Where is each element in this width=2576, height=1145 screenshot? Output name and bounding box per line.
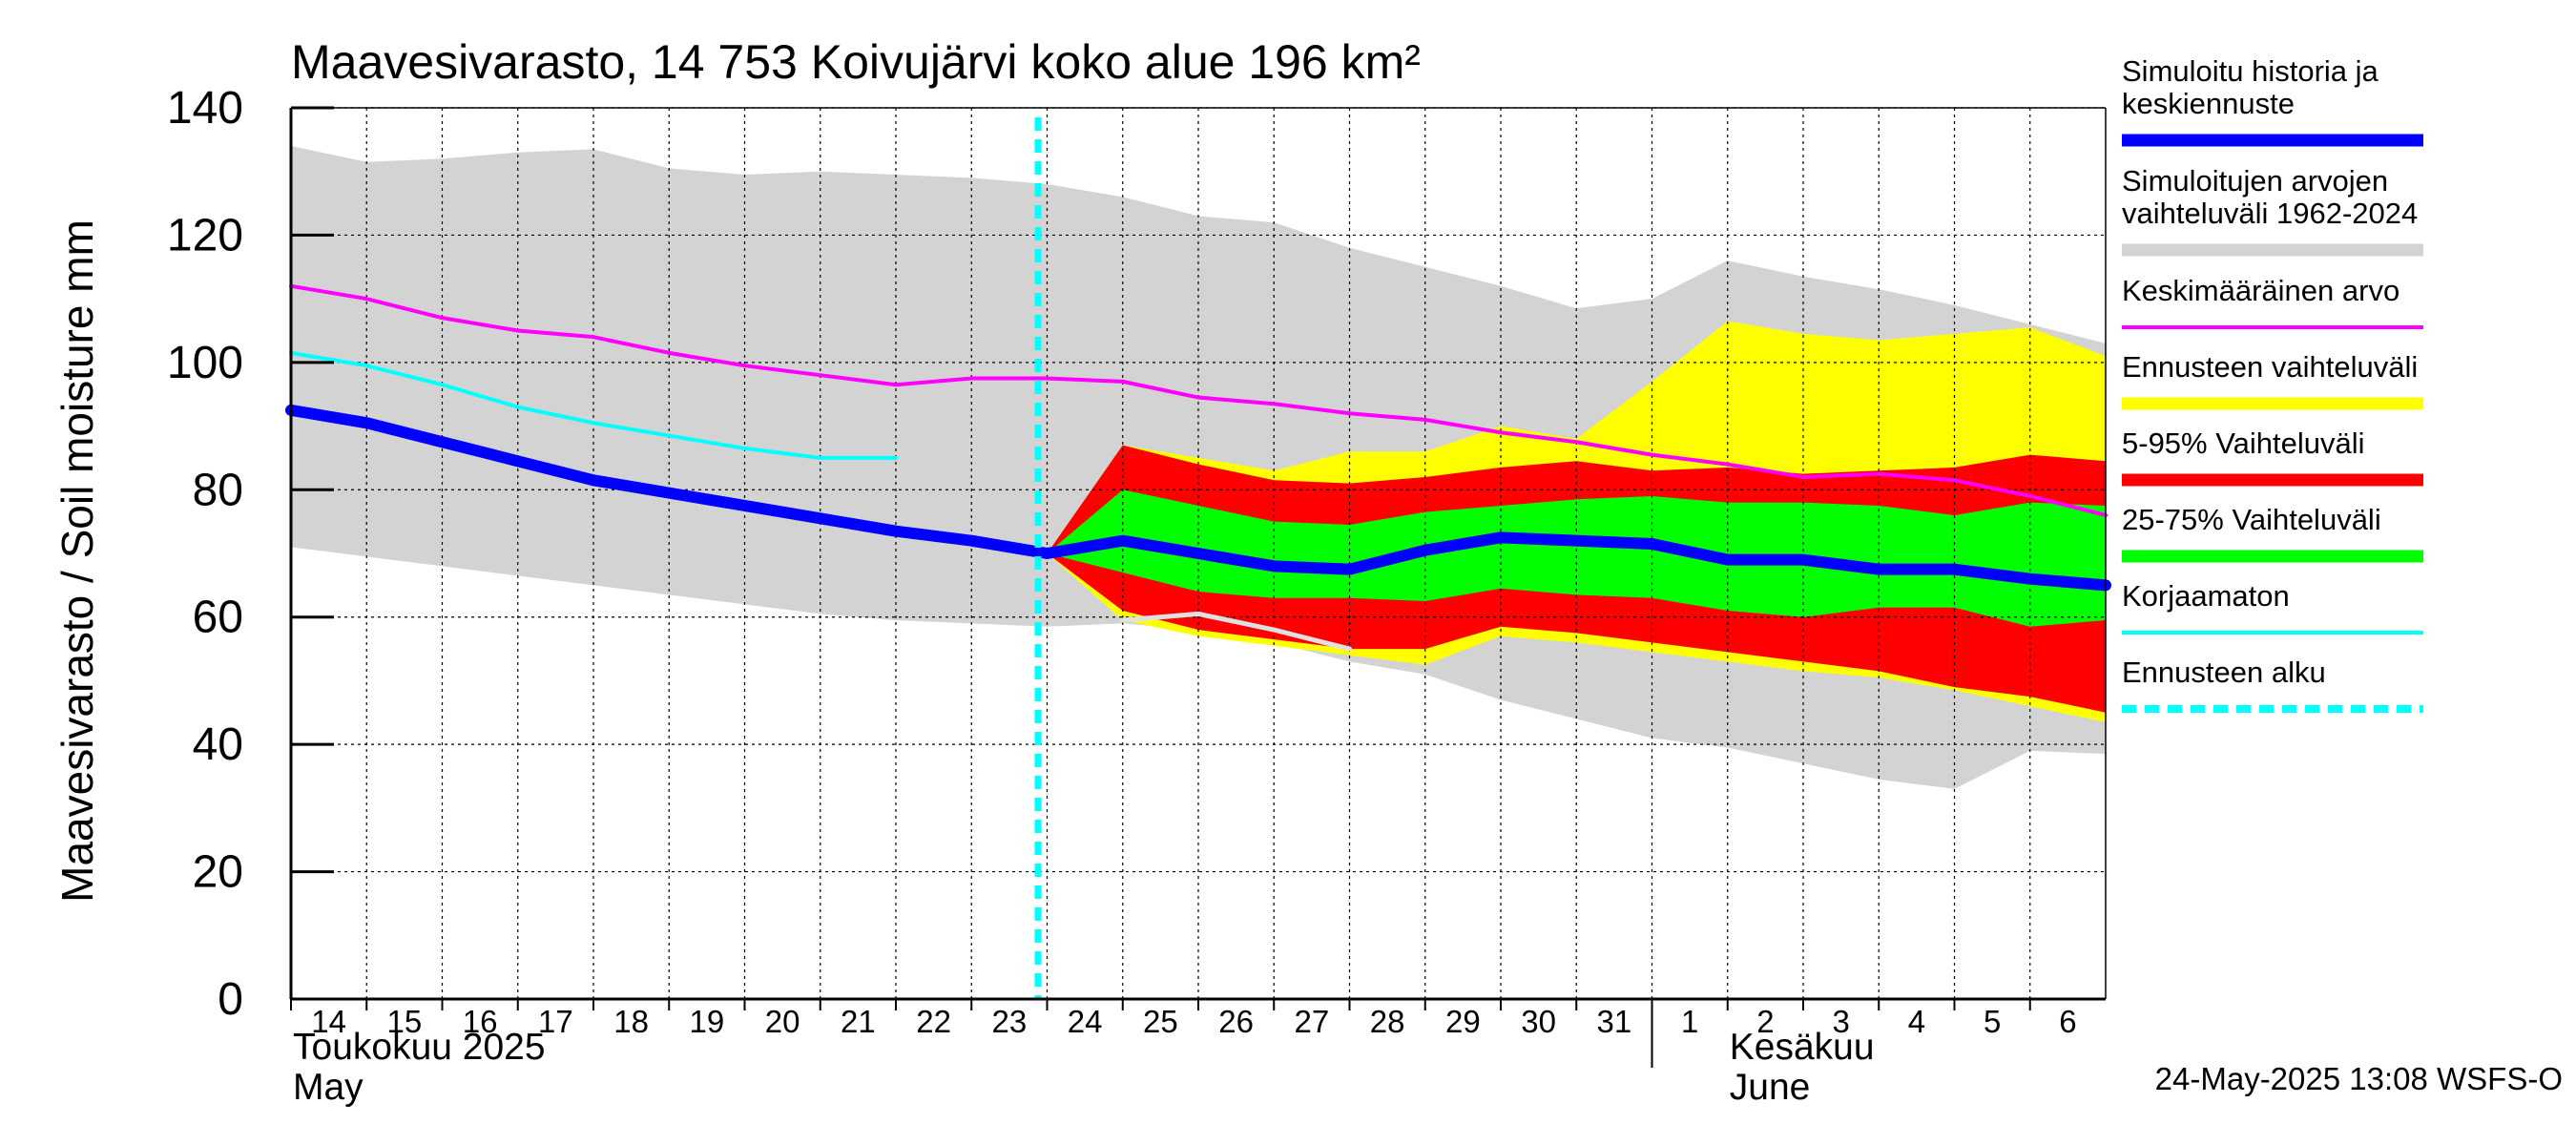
- x-tick-label: 23: [992, 1004, 1028, 1039]
- y-tick-label: 40: [193, 719, 243, 770]
- x-tick-label: 4: [1908, 1004, 1925, 1039]
- legend-label: Simuloitu historia ja: [2122, 54, 2379, 88]
- series-lines: [285, 117, 2111, 999]
- x-tick-label: 20: [765, 1004, 800, 1039]
- x-tick-label: 29: [1445, 1004, 1481, 1039]
- y-tick-label: 0: [218, 974, 243, 1025]
- legend-label: Keskimääräinen arvo: [2122, 274, 2399, 307]
- x-tick-label: 21: [841, 1004, 876, 1039]
- x-tick-label: 19: [690, 1004, 725, 1039]
- y-tick-label: 140: [167, 83, 243, 134]
- range-bands: [291, 146, 2106, 789]
- x-tick-label: 3: [1832, 1004, 1849, 1039]
- x-tick-label: 14: [311, 1004, 346, 1039]
- month-label: Kesäkuu: [1730, 1027, 1875, 1068]
- line-korjaamaton: [289, 350, 898, 460]
- line-simuloitu-historia-ja-keskiennuste: [285, 404, 2111, 592]
- legend-label: vaihteluväli 1962-2024: [2122, 197, 2418, 230]
- line-keskim-r-inen-arvo: [289, 283, 2108, 517]
- y-tick-label: 20: [193, 847, 243, 898]
- footer-timestamp: 24-May-2025 13:08 WSFS-O: [2155, 1061, 2563, 1096]
- band-25-75-vaihteluv-li: [1047, 489, 2106, 627]
- y-tick-label: 80: [193, 465, 243, 515]
- x-tick-label: 6: [2059, 1004, 2076, 1039]
- month-label-en: June: [1730, 1067, 1811, 1108]
- x-tick-label: 30: [1521, 1004, 1556, 1039]
- month-label-en: May: [293, 1067, 364, 1108]
- month-label: Toukokuu 2025: [293, 1027, 546, 1068]
- x-tick-label: 25: [1143, 1004, 1178, 1039]
- x-tick-label: 22: [916, 1004, 951, 1039]
- x-tick-label: 17: [538, 1004, 573, 1039]
- x-tick-label: 24: [1068, 1004, 1103, 1039]
- y-tick-label: 60: [193, 593, 243, 643]
- x-tick-label: 1: [1681, 1004, 1698, 1039]
- chart-title: Maavesivarasto, 14 753 Koivujärvi koko a…: [291, 35, 1421, 89]
- x-tick-label: 16: [463, 1004, 498, 1039]
- legend-label: Korjaamaton: [2122, 579, 2290, 613]
- legend-label: Simuloitujen arvojen: [2122, 164, 2388, 198]
- x-tick-label: 2: [1756, 1004, 1774, 1039]
- x-tick-label: 5: [1984, 1004, 2001, 1039]
- x-tick-label: 28: [1370, 1004, 1405, 1039]
- legend-label: 25-75% Vaihteluväli: [2122, 503, 2381, 536]
- legend-label: keskiennuste: [2122, 87, 2295, 120]
- x-tick-label: 15: [387, 1004, 423, 1039]
- x-tick-label: 27: [1295, 1004, 1330, 1039]
- legend-label: Ennusteen alku: [2122, 656, 2326, 689]
- legend-label: 5-95% Vaihteluväli: [2122, 427, 2364, 460]
- x-tick-label: 26: [1218, 1004, 1254, 1039]
- y-tick-label: 120: [167, 210, 243, 260]
- x-tick-label: 31: [1597, 1004, 1632, 1039]
- line-unnamed: [1120, 611, 1352, 652]
- y-axis-label: Maavesivarasto / Soil moisture mm: [52, 219, 102, 903]
- x-tick-label: 18: [613, 1004, 649, 1039]
- y-tick-label: 100: [167, 338, 243, 388]
- legend-label: Ennusteen vaihteluväli: [2122, 350, 2418, 384]
